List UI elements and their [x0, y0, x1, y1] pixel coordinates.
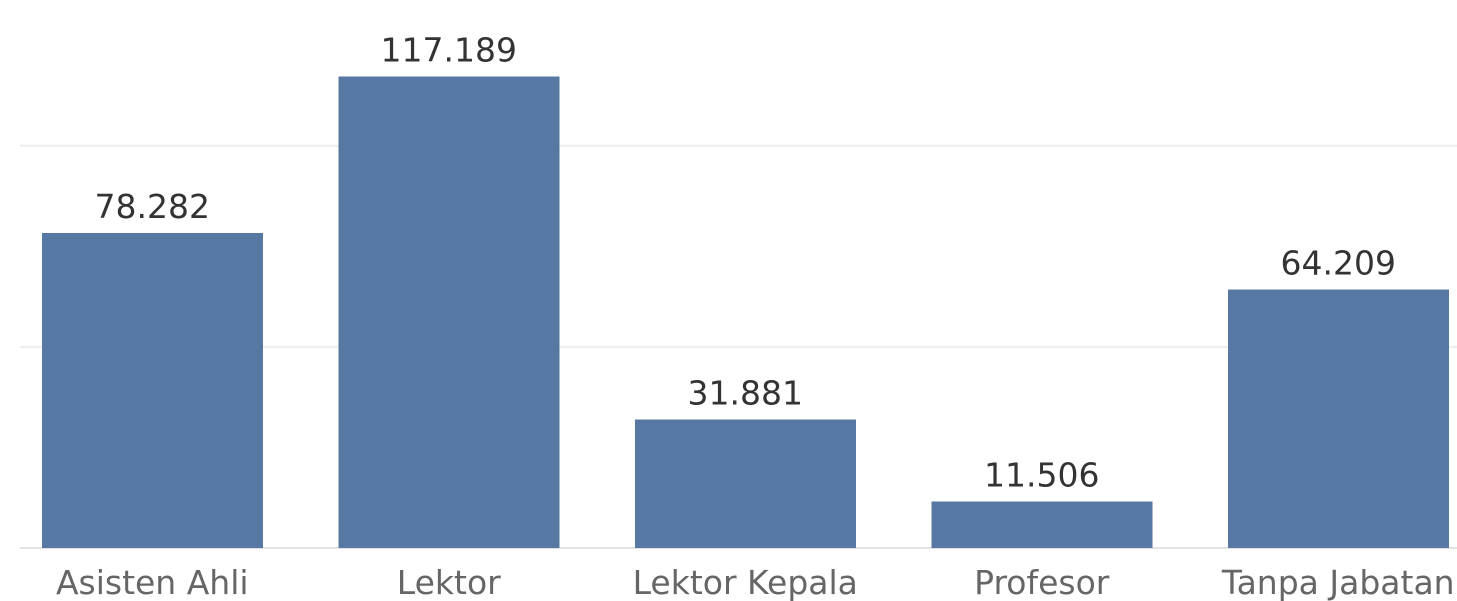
- bar-value-label: 31.881: [688, 374, 803, 413]
- category-label: Asisten Ahli: [56, 563, 249, 601]
- bars: [41, 76, 1449, 548]
- category-label: Tanpa Jabatan: [1221, 563, 1455, 601]
- bar-value-label: 78.282: [95, 187, 210, 226]
- category-label: Lektor: [397, 563, 501, 601]
- bar-value-label: 64.209: [1281, 244, 1396, 283]
- bar: [41, 233, 263, 548]
- category-label: Lektor Kepala: [633, 563, 858, 601]
- bar: [338, 76, 560, 548]
- category-label: Profesor: [974, 563, 1110, 601]
- value-labels: 78.282 117.189 31.881 11.506 64.209: [95, 31, 1396, 495]
- bar: [1227, 289, 1449, 548]
- bar-value-label: 11.506: [984, 456, 1099, 495]
- bar: [931, 501, 1153, 548]
- category-labels: Asisten Ahli Lektor Lektor Kepala Profesor T…: [56, 563, 1455, 601]
- bar: [634, 419, 856, 548]
- bar-value-label: 117.189: [381, 31, 517, 70]
